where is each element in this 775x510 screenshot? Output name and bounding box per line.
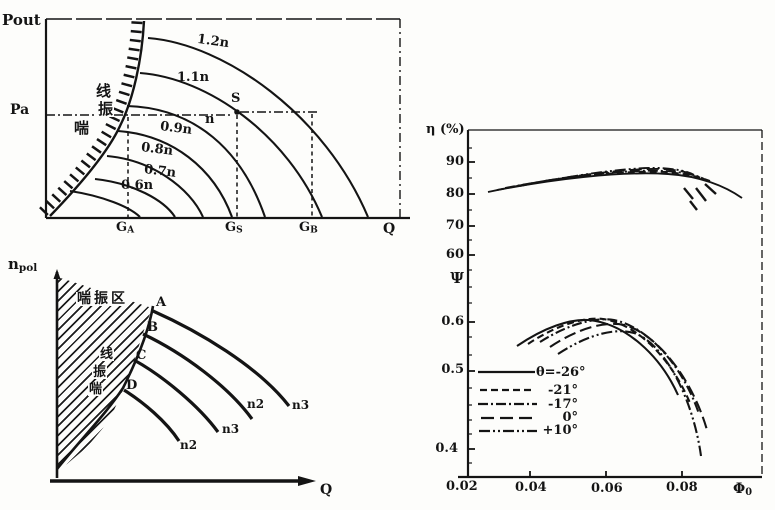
legend-label-minus21: -21°	[548, 383, 578, 398]
eta-psi-chart	[458, 129, 763, 479]
x-tick-gs-sub: S	[236, 224, 243, 236]
phi0-axis-label-sub: 0	[745, 486, 753, 498]
x-tick-gs-base: G	[225, 220, 237, 235]
eta-tick-90: 90	[445, 154, 464, 169]
psi-tick-06: 0.6	[441, 314, 464, 329]
q-axis-label-bottom-chart: Q	[320, 482, 333, 498]
curve-label-c: n3	[222, 422, 240, 436]
psi-curve-0	[549, 322, 709, 431]
y-axis-minor-ticks	[468, 147, 472, 464]
speed-label-0-9n: 0.9n	[159, 119, 193, 138]
x-tick-ga-base: G	[116, 220, 128, 235]
speed-label-n: n	[205, 112, 215, 127]
speed-label-1-1n: 1.1n	[177, 70, 210, 85]
speed-curve-0-6n	[69, 189, 141, 218]
point-b-label: B	[147, 320, 158, 335]
point-a-label: A	[156, 295, 167, 310]
speed-curve-0-8n	[106, 154, 204, 218]
eta-axis-label: η (%)	[426, 122, 465, 137]
pa-label: Pa	[10, 102, 30, 118]
surge-text-char1: 线	[99, 347, 115, 362]
y-axis-arrow-icon	[53, 269, 61, 279]
speed-curve-0-7n	[94, 177, 176, 218]
speed-label-0-6n: 0.6n	[121, 178, 154, 193]
x-tick-002: 0.02	[446, 479, 478, 494]
x-tick-ga-sub: A	[127, 224, 135, 236]
legend-label-minus17: -17°	[548, 397, 578, 412]
speed-curve-d	[123, 388, 181, 442]
pout-axis-label: Pout	[2, 11, 41, 29]
x-tick-004: 0.04	[515, 480, 547, 495]
surge-region-label: 喘振区	[76, 291, 129, 307]
curve-label-d: n2	[180, 438, 198, 452]
pressure-map-chart	[39, 18, 410, 220]
speed-curve-0-9n	[117, 129, 233, 218]
x-tick-006: 0.06	[591, 481, 623, 496]
point-d-label: D	[126, 378, 138, 393]
npol-axis-label-sub: pol	[18, 261, 38, 274]
surge-line	[55, 305, 155, 470]
eta-stall-droop-ticks	[683, 183, 717, 211]
x-axis-arrow-icon	[298, 476, 316, 486]
x-tick-gb-sub: B	[310, 224, 318, 236]
npol-axis-label-base: n	[8, 255, 19, 273]
eta-tick-70: 70	[445, 218, 464, 233]
legend-label-plus10: +10°	[542, 423, 578, 438]
speed-label-0-8n: 0.8n	[140, 140, 174, 159]
phi0-axis-label: Φ0	[733, 482, 752, 498]
surge-text-char3: 喘	[88, 382, 104, 397]
x-tick-ga: GA	[116, 221, 134, 235]
y-axis-major-ticks	[468, 161, 475, 450]
surge-line	[49, 20, 146, 217]
x-tick-008: 0.08	[666, 480, 698, 495]
psi-curve-plus10	[557, 330, 703, 457]
x-tick-gs: GS	[225, 221, 243, 235]
x-tick-gb-base: G	[299, 220, 311, 235]
npol-map-chart	[50, 269, 316, 486]
eta-curve-minus21	[496, 170, 711, 191]
psi-curves	[516, 317, 709, 457]
phi0-axis-label-base: Φ	[733, 481, 746, 497]
speed-curve-b	[142, 332, 254, 420]
eta-tick-60: 60	[445, 247, 464, 262]
psi-curve-minus17	[539, 318, 700, 415]
eta-tick-80: 80	[445, 186, 464, 201]
eta-curves	[487, 166, 743, 211]
point-s-label: S	[231, 91, 241, 106]
q-axis-label-top-chart: Q	[383, 221, 396, 237]
surge-text-char2: 振	[92, 365, 108, 380]
speed-curve-a	[152, 309, 291, 407]
npol-axis-label: npol	[8, 255, 38, 274]
surge-text-char1: 线	[95, 82, 113, 100]
speed-curve-1-2n	[147, 36, 369, 218]
psi-axis-label: Ψ	[450, 269, 464, 287]
point-c-label: C	[136, 348, 147, 363]
surge-text-char2: 振	[97, 100, 115, 118]
legend	[478, 370, 537, 433]
curve-label-a: n3	[292, 398, 310, 412]
psi-tick-05: 0.5	[441, 362, 464, 377]
x-axis-ticks	[529, 471, 683, 477]
x-tick-gb: GB	[299, 221, 318, 235]
legend-label-0: 0°	[562, 410, 578, 425]
surge-text-char3: 喘	[73, 119, 91, 137]
speed-curve-n	[126, 104, 266, 218]
legend-label-minus26: θ=-26°	[536, 365, 586, 380]
speed-curve-c	[133, 358, 220, 433]
psi-tick-04: 0.4	[435, 441, 458, 456]
speed-curve-1-1n	[139, 71, 323, 218]
curve-label-b: n2	[247, 397, 265, 411]
